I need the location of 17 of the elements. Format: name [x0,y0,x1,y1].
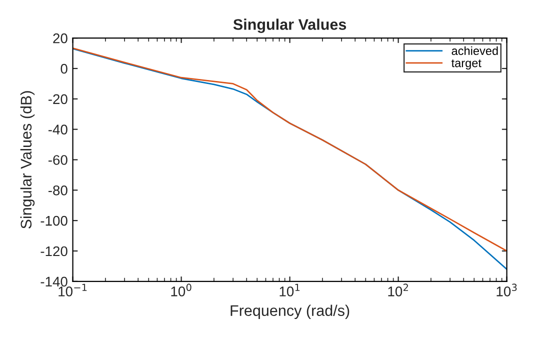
y-axis-title: Singular Values (dB) [20,91,35,229]
y-tick-label: 0 [60,64,68,74]
y-tick-label: 20 [53,33,68,44]
x-tick-label: 10$^{3}$ [496,284,517,296]
legend-label: target [451,59,482,70]
y-tick-label: -20 [48,94,68,104]
x-axis-title: Frequency (rad/s) [230,304,350,319]
chart-title: Singular Values [233,18,346,33]
x-tick-label: 10$^{0}$ [171,284,192,296]
x-tick-label: 10$^{2}$ [388,284,408,296]
y-tick-label: -80 [48,185,68,196]
y-tick-label: -120 [40,246,68,256]
legend-label: achieved [452,46,498,56]
x-tick-label: 10$^{1}$ [280,284,300,296]
y-tick-label: -100 [40,216,68,226]
y-tick-label: -60 [48,155,68,165]
y-tick-label: -40 [48,124,68,134]
